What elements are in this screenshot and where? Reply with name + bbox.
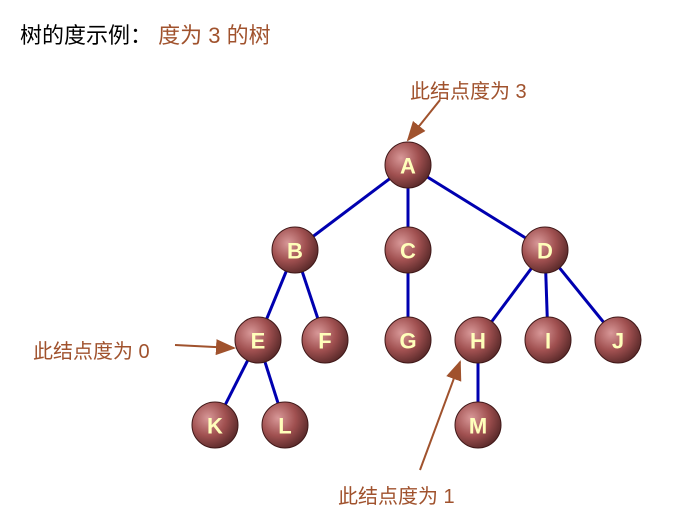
- annotation-arrow: [408, 100, 440, 140]
- tree-node-label: B: [287, 239, 303, 264]
- tree-node-label: M: [469, 414, 487, 439]
- tree-node-label: A: [400, 154, 416, 179]
- tree-node-label: J: [612, 329, 624, 354]
- tree-node-M: M: [455, 402, 501, 448]
- tree-node-L: L: [262, 402, 308, 448]
- annotation-arrow: [420, 362, 460, 470]
- tree-node-label: C: [400, 239, 416, 264]
- tree-node-J: J: [595, 317, 641, 363]
- tree-node-I: I: [525, 317, 571, 363]
- tree-node-label: G: [399, 329, 416, 354]
- tree-node-label: K: [207, 414, 223, 439]
- tree-node-E: E: [235, 317, 281, 363]
- tree-node-label: E: [251, 329, 266, 354]
- tree-node-G: G: [385, 317, 431, 363]
- tree-node-label: H: [470, 329, 486, 354]
- tree-node-H: H: [455, 317, 501, 363]
- tree-node-label: L: [278, 414, 291, 439]
- tree-node-C: C: [385, 227, 431, 273]
- annotation-arrow: [175, 345, 234, 348]
- tree-node-D: D: [522, 227, 568, 273]
- tree-edge: [408, 165, 545, 250]
- tree-node-K: K: [192, 402, 238, 448]
- tree-node-B: B: [272, 227, 318, 273]
- tree-node-label: D: [537, 239, 553, 264]
- tree-diagram: A B C D E F G H I J K L M: [0, 0, 686, 513]
- tree-node-A: A: [385, 142, 431, 188]
- tree-node-label: F: [318, 329, 331, 354]
- tree-node-label: I: [545, 329, 551, 354]
- tree-node-F: F: [302, 317, 348, 363]
